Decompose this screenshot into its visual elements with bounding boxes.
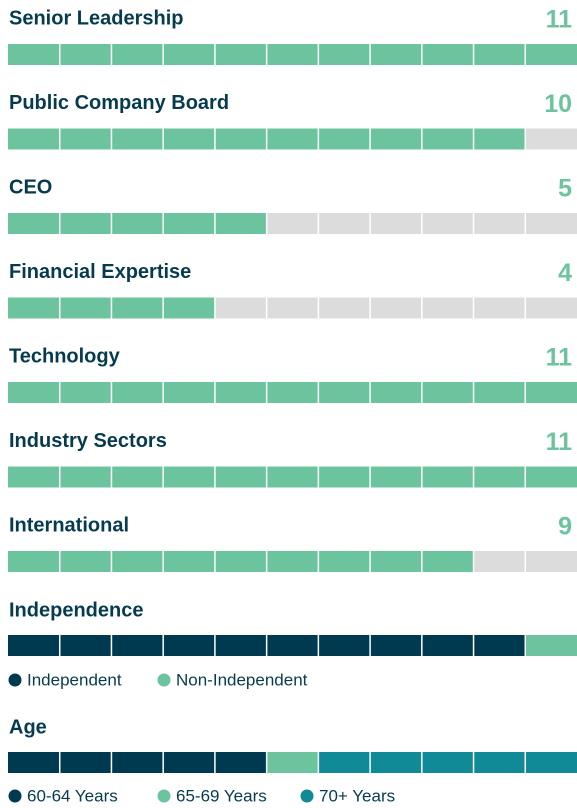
- bar-segment: [266, 752, 319, 773]
- legend-label: 65-69 Years: [176, 786, 267, 805]
- bar: [8, 213, 267, 234]
- legend-dot: [8, 789, 22, 803]
- skill-count: 5: [558, 175, 572, 203]
- legend-label: Non-Independent: [176, 670, 308, 689]
- skill-label: Financial Expertise: [9, 261, 191, 283]
- legend-dot: [300, 789, 314, 803]
- bar: [8, 551, 474, 572]
- bar: [8, 382, 577, 403]
- legend-label: 70+ Years: [319, 786, 395, 805]
- skill-label: Technology: [9, 345, 121, 367]
- skill-label: Public Company Board: [9, 92, 229, 114]
- legend-dot: [8, 673, 22, 687]
- bar-segment: [318, 752, 577, 773]
- skill-count: 4: [558, 259, 572, 287]
- legend-dot: [157, 789, 171, 803]
- skill-count: 11: [546, 428, 573, 456]
- skill-label: CEO: [9, 176, 52, 198]
- skill-count: 10: [544, 90, 572, 118]
- bar: [8, 44, 577, 65]
- skill-count: 11: [546, 6, 573, 34]
- age-title: Age: [9, 716, 47, 738]
- independence-title: Independence: [9, 599, 143, 621]
- skill-label: Industry Sectors: [9, 430, 167, 452]
- skill-count: 9: [558, 513, 572, 541]
- skill-count: 11: [546, 344, 573, 372]
- legend-dot: [157, 673, 171, 687]
- bar-segment: [525, 635, 577, 656]
- skill-label: Senior Leadership: [9, 7, 184, 29]
- bar-segment: [8, 752, 267, 773]
- legend-label: 60-64 Years: [27, 786, 118, 805]
- skill-label: International: [9, 514, 129, 536]
- legend-label: Independent: [27, 670, 122, 689]
- bar: [8, 466, 577, 488]
